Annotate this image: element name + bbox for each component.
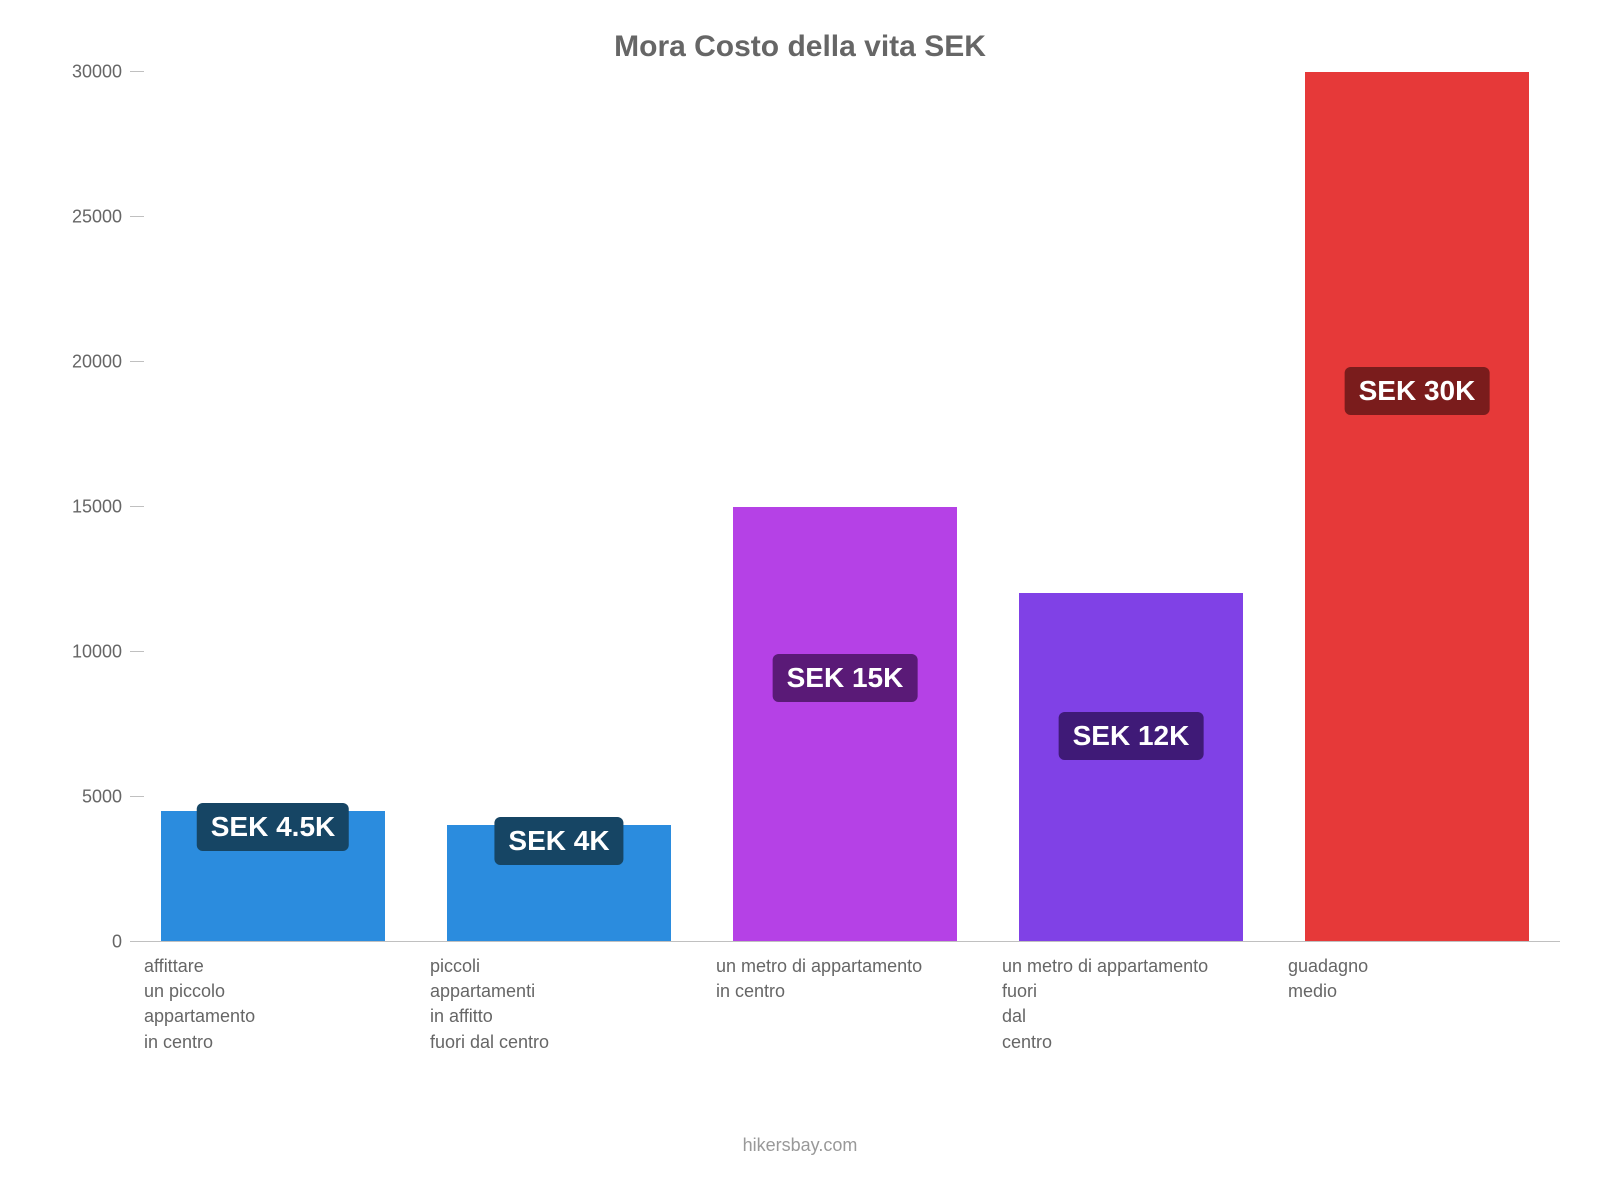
bar-slot: SEK 4.5K xyxy=(130,72,416,941)
bar: SEK 30K xyxy=(1305,72,1528,941)
x-category-label: piccoli appartamenti in affitto fuori da… xyxy=(416,954,702,1055)
bar-value-label: SEK 12K xyxy=(1059,712,1204,760)
y-tick-label: 10000 xyxy=(42,642,122,663)
y-tick-label: 30000 xyxy=(42,62,122,83)
bar: SEK 12K xyxy=(1019,593,1242,941)
y-tick-mark xyxy=(130,506,144,507)
y-axis: 050001000015000200002500030000 xyxy=(40,72,130,942)
bar: SEK 4.5K xyxy=(161,811,384,941)
bar-slot: SEK 4K xyxy=(416,72,702,941)
bar-slot: SEK 12K xyxy=(988,72,1274,941)
plot-inner: SEK 4.5K SEK 4K SEK 15K SEK 12K SEK 30K xyxy=(130,72,1560,942)
y-tick-label: 20000 xyxy=(42,352,122,373)
bar-slot: SEK 30K xyxy=(1274,72,1560,941)
plot-area: 050001000015000200002500030000 SEK 4.5KS… xyxy=(40,72,1560,942)
bar-value-label: SEK 4.5K xyxy=(197,803,350,851)
bar: SEK 15K xyxy=(733,507,956,942)
y-tick-mark xyxy=(130,796,144,797)
bar-value-label: SEK 30K xyxy=(1345,367,1490,415)
y-tick-mark xyxy=(130,941,144,942)
y-tick-label: 5000 xyxy=(42,787,122,808)
y-tick-mark xyxy=(130,216,144,217)
bars-row: SEK 4.5K SEK 4K SEK 15K SEK 12K SEK 30K xyxy=(130,72,1560,941)
y-tick-mark xyxy=(130,71,144,72)
y-tick-mark xyxy=(130,651,144,652)
bar-value-label: SEK 4K xyxy=(494,817,623,865)
x-category-label: un metro di appartamento fuori dal centr… xyxy=(988,954,1274,1055)
credit-text: hikersbay.com xyxy=(40,1135,1560,1156)
y-tick-label: 0 xyxy=(42,932,122,953)
x-category-label: affittare un piccolo appartamento in cen… xyxy=(130,954,416,1055)
bar-value-label: SEK 15K xyxy=(773,654,918,702)
y-tick-label: 15000 xyxy=(42,497,122,518)
bar-slot: SEK 15K xyxy=(702,72,988,941)
x-category-label: un metro di appartamento in centro xyxy=(702,954,988,1055)
y-tick-mark xyxy=(130,361,144,362)
chart-title: Mora Costo della vita SEK xyxy=(40,30,1560,64)
chart-container: Mora Costo della vita SEK 0 5000 10000 1500… xyxy=(0,0,1600,1200)
y-tick-label: 25000 xyxy=(42,207,122,228)
x-axis-labels: affittare un piccolo appartamento in cen… xyxy=(130,954,1560,1055)
bar: SEK 4K xyxy=(447,825,670,941)
x-category-label: guadagno medio xyxy=(1274,954,1560,1055)
